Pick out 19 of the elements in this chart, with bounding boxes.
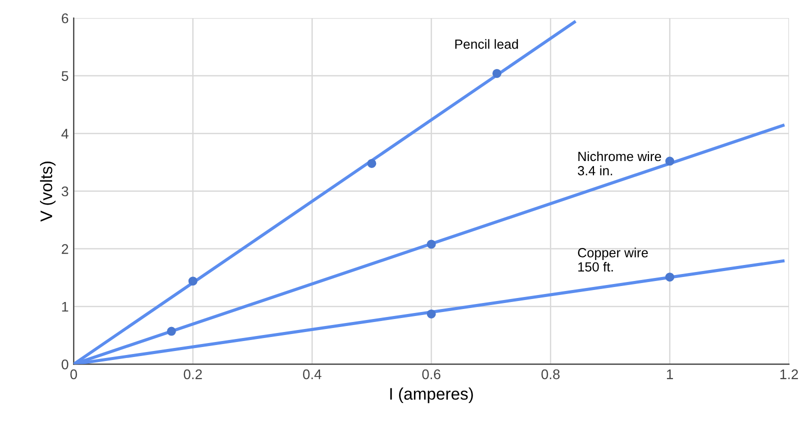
series-label: Nichrome wire 3.4 in. [578, 151, 662, 176]
x-tick-label: 1 [666, 370, 673, 380]
y-axis-title: V (volts) [40, 162, 56, 222]
series-label: Copper wire 150 ft. [578, 248, 648, 272]
y-tick-label: 5 [62, 71, 68, 81]
x-axis-title: I (amperes) [390, 388, 473, 404]
y-tick-label: 2 [62, 244, 68, 254]
x-tick-label: 0 [70, 369, 78, 380]
y-tick-label: 0 [62, 360, 68, 370]
x-tick-label: 0.2 [184, 369, 202, 380]
x-tick-label: 0.4 [303, 369, 322, 380]
x-tick-label: 0.6 [422, 369, 440, 380]
x-tick-label: 1.2 [780, 369, 798, 380]
y-tick-label: 1 [62, 302, 68, 312]
series-label: Pencil lead [455, 39, 518, 49]
x-tick-label: 0.8 [541, 369, 560, 380]
y-tick-label: 3 [62, 186, 68, 196]
y-tick-label: 4 [61, 128, 68, 138]
y-tick-label: 6 [62, 13, 68, 24]
